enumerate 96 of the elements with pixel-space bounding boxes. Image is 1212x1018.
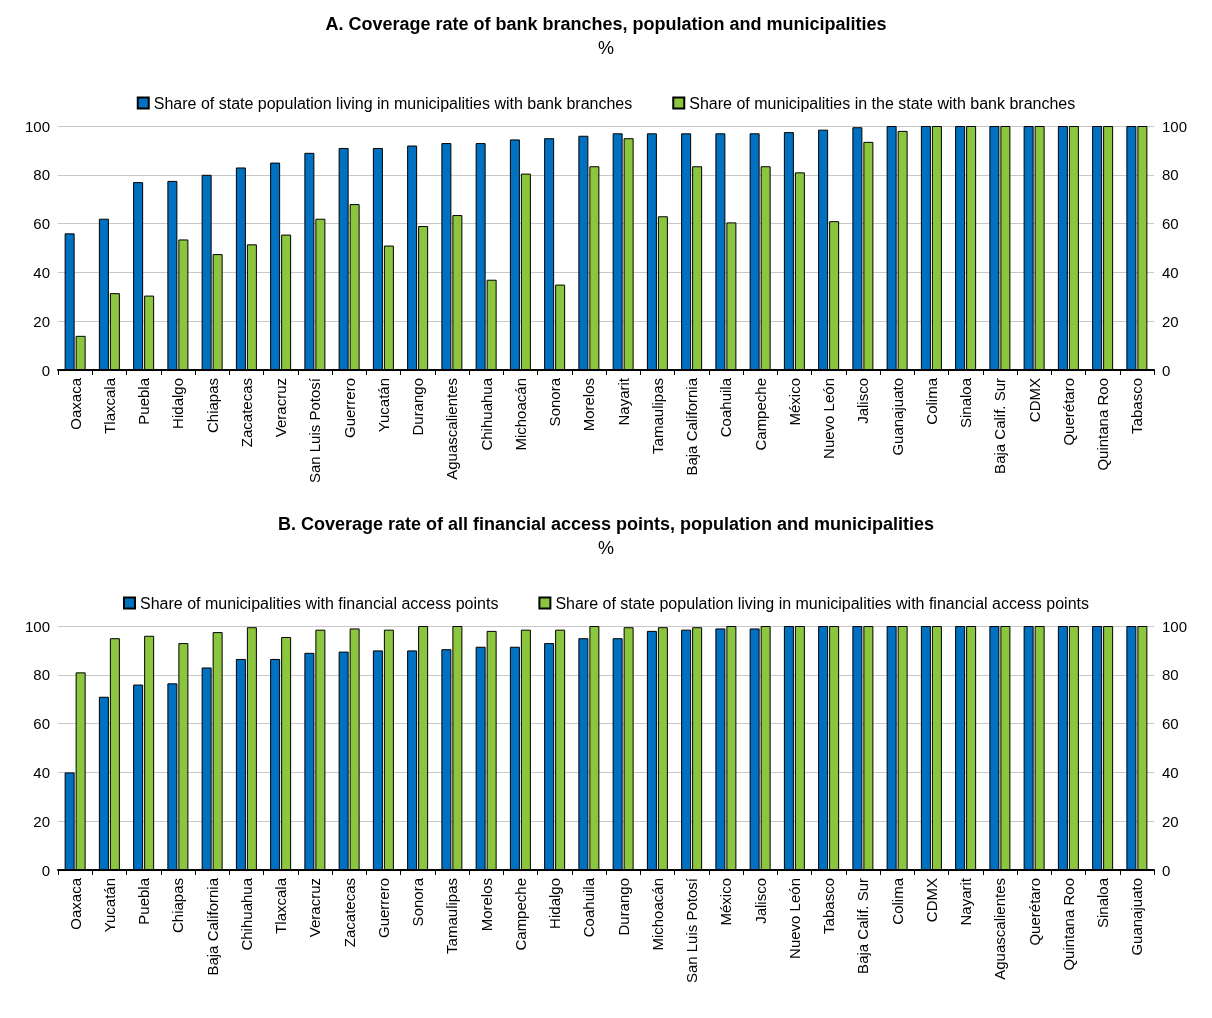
- chart-title: A. Coverage rate of bank branches, population and municipalities: [325, 14, 887, 34]
- legend-label: Share of state population living in municipalities with financial access points: [555, 594, 1090, 612]
- y-tick-label: 100: [24, 117, 50, 135]
- x-tick-label: Veracruz: [272, 378, 290, 438]
- x-tick-label: Aguascalientes: [443, 378, 461, 480]
- x-tick-label: Tamaulipas: [648, 378, 666, 454]
- x-tick-label: San Luis Potosí: [306, 377, 324, 484]
- x-tick-label: Guanajuato: [1128, 878, 1146, 956]
- x-tick-label: Nayarit: [957, 877, 975, 926]
- x-tick-label: Chiapas: [203, 378, 221, 434]
- x-tick-label: Querétaro: [1025, 878, 1043, 946]
- x-tick-label: Campeche: [751, 378, 769, 451]
- x-tick-label: Oaxaca: [66, 377, 84, 430]
- chart-title: B. Coverage rate of all financial access points, population and municipalities: [277, 514, 935, 534]
- x-tick-label: Campeche: [511, 878, 529, 951]
- y2-tick-label: 40: [1162, 763, 1179, 781]
- legend-label: Share of municipalities in the state with bank branches: [689, 94, 1076, 112]
- x-tick-label: Durango: [409, 378, 427, 436]
- y-tick-label: 80: [33, 666, 50, 684]
- y2-tick-label: 100: [1162, 617, 1188, 635]
- x-tick-label: Baja California: [203, 877, 221, 976]
- x-tick-label: Tabasco: [820, 878, 838, 934]
- x-tick-label: Querétaro: [1059, 378, 1077, 446]
- x-tick-label: Yucatán: [374, 378, 392, 433]
- x-tick-label: Nuevo León: [785, 878, 803, 959]
- x-tick-label: Yucatán: [100, 878, 118, 933]
- x-tick-label: Aguascalientes: [991, 878, 1009, 980]
- y2-tick-label: 20: [1162, 812, 1179, 830]
- x-tick-label: Tamaulipas: [443, 878, 461, 954]
- x-tick-label: Coahuila: [717, 377, 735, 438]
- y-tick-label: 0: [41, 361, 50, 379]
- x-tick-label: Oaxaca: [66, 877, 84, 930]
- x-tick-label: Sonora: [546, 377, 564, 427]
- x-tick-label: Nayarit: [614, 377, 632, 426]
- y2-tick-label: 0: [1162, 361, 1171, 379]
- x-tick-label: Jalisco: [751, 878, 769, 924]
- y-tick-label: 40: [33, 763, 50, 781]
- x-tick-label: Tlaxcala: [100, 377, 118, 434]
- y-tick-label: 60: [33, 215, 50, 233]
- x-tick-label: Jalisco: [854, 378, 872, 424]
- x-tick-label: Hidalgo: [169, 378, 187, 429]
- x-tick-label: Michoacán: [648, 878, 666, 951]
- x-tick-label: Guanajuato: [888, 378, 906, 456]
- y2-tick-label: 0: [1162, 861, 1171, 879]
- x-tick-label: Chiapas: [169, 878, 187, 934]
- y-tick-label: 80: [33, 166, 50, 184]
- legend-label: Share of municipalities with financial access points: [139, 594, 499, 612]
- x-tick-label: Tlaxcala: [272, 877, 290, 934]
- x-tick-label: México: [785, 378, 803, 426]
- x-tick-label: Sonora: [409, 877, 427, 927]
- x-tick-label: Hidalgo: [546, 878, 564, 929]
- x-tick-label: Michoacán: [511, 378, 529, 451]
- y-tick-label: 100: [24, 617, 50, 635]
- x-tick-label: Baja California: [683, 377, 701, 476]
- x-tick-label: Quintana Roo: [1059, 878, 1077, 971]
- x-tick-label: Sinaloa: [1094, 877, 1112, 929]
- y2-tick-label: 80: [1162, 666, 1179, 684]
- x-tick-label: Baja Calif. Sur: [854, 878, 872, 974]
- x-tick-label: CDMX: [1025, 378, 1043, 423]
- x-tick-label: Chihuahua: [477, 377, 495, 451]
- x-tick-label: Durango: [614, 878, 632, 936]
- x-tick-label: CDMX: [922, 878, 940, 923]
- x-tick-label: Puebla: [135, 377, 153, 425]
- x-tick-label: Chihuahua: [237, 877, 255, 951]
- x-tick-label: Sinaloa: [957, 377, 975, 429]
- x-tick-label: San Luis Potosí: [683, 877, 701, 984]
- x-tick-label: Baja Calif. Sur: [991, 378, 1009, 474]
- y2-tick-label: 80: [1162, 166, 1179, 184]
- x-tick-label: Guerrero: [340, 378, 358, 439]
- x-tick-label: Colima: [888, 877, 906, 925]
- x-tick-label: Coahuila: [580, 877, 598, 938]
- y2-tick-label: 60: [1162, 715, 1179, 733]
- x-tick-label: Puebla: [135, 877, 153, 925]
- x-tick-label: Morelos: [477, 878, 495, 932]
- x-tick-label: Zacatecas: [340, 878, 358, 948]
- x-tick-label: México: [717, 878, 735, 926]
- chart-subtitle: %: [597, 38, 615, 58]
- y2-tick-label: 20: [1162, 312, 1179, 330]
- x-tick-label: Quintana Roo: [1094, 378, 1112, 471]
- y-tick-label: 0: [41, 861, 50, 879]
- legend-label: Share of state population living in municipalities with bank branches: [153, 94, 633, 112]
- y-tick-label: 20: [33, 312, 50, 330]
- x-tick-label: Guerrero: [374, 878, 392, 939]
- y2-tick-label: 40: [1162, 263, 1179, 281]
- y2-tick-label: 60: [1162, 215, 1179, 233]
- x-tick-label: Colima: [922, 377, 940, 425]
- y-tick-label: 40: [33, 263, 50, 281]
- y-tick-label: 20: [33, 812, 50, 830]
- x-tick-label: Veracruz: [306, 878, 324, 938]
- x-tick-label: Tabasco: [1128, 378, 1146, 434]
- x-tick-label: Nuevo León: [820, 378, 838, 459]
- chart-subtitle: %: [597, 538, 615, 558]
- x-tick-label: Morelos: [580, 378, 598, 432]
- x-tick-label: Zacatecas: [237, 378, 255, 448]
- y2-tick-label: 100: [1162, 117, 1188, 135]
- y-tick-label: 60: [33, 715, 50, 733]
